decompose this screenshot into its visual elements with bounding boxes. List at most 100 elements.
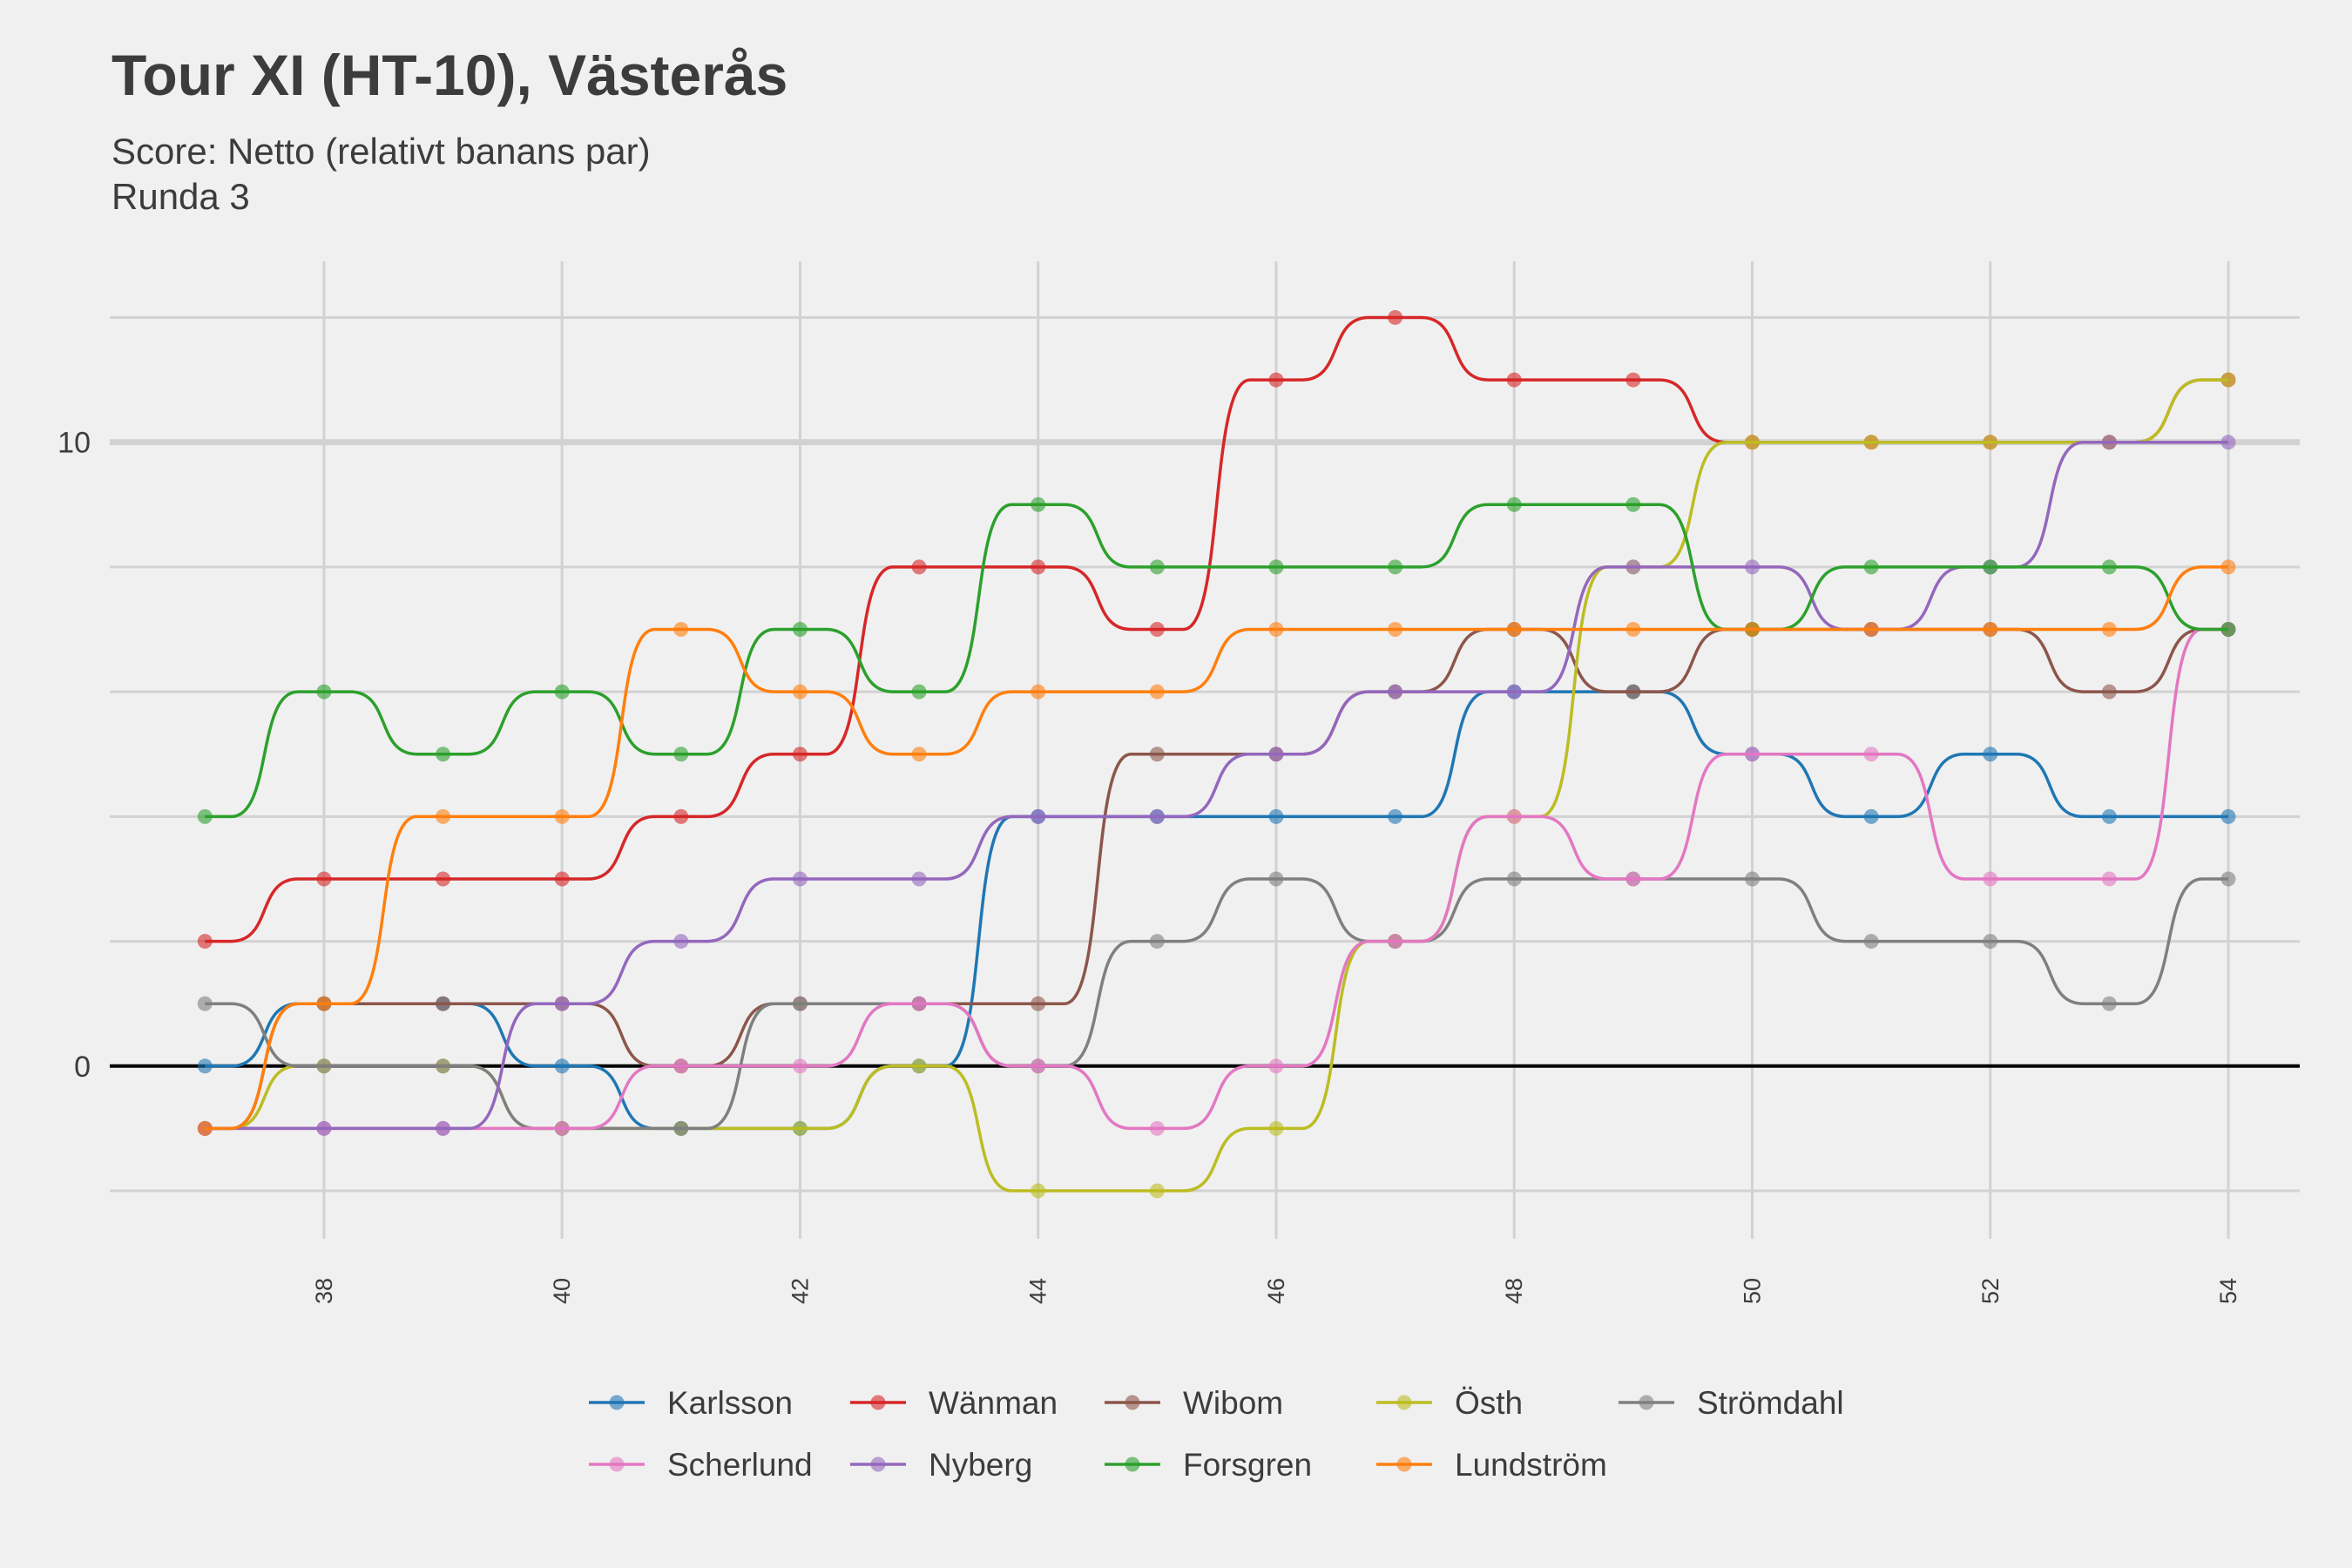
data-point	[673, 934, 689, 950]
axis-tick-labels: 38 40 42 44 46 48 50 52 54 0 10	[57, 427, 2241, 1304]
data-point	[1149, 808, 1165, 824]
data-point	[554, 871, 570, 887]
data-point	[1506, 372, 1522, 388]
y-tick-label: 10	[57, 427, 91, 460]
data-point	[792, 684, 808, 700]
data-point	[197, 1058, 213, 1074]
legend-item-lundström: Lundström	[1376, 1447, 1607, 1483]
legend-item-forsgren: Forsgren	[1105, 1447, 1312, 1483]
data-point	[197, 996, 213, 1011]
legend-key-point	[1639, 1395, 1654, 1410]
data-point	[436, 1058, 451, 1074]
legend-item-karlsson: Karlsson	[589, 1385, 793, 1421]
data-point	[554, 808, 570, 824]
legend-key-point	[1396, 1456, 1412, 1472]
series-line-lundström	[205, 565, 2228, 1131]
data-point	[1268, 1058, 1284, 1074]
data-point	[1745, 871, 1760, 887]
data-point	[1031, 1183, 1046, 1199]
legend-label: Strömdahl	[1697, 1385, 1844, 1421]
data-point	[554, 996, 570, 1011]
series-line-karlsson	[205, 690, 2228, 1131]
x-tick-label: 38	[311, 1278, 337, 1304]
data-point	[1149, 684, 1165, 700]
data-point	[673, 1120, 689, 1136]
series-line-scherlund	[205, 627, 2228, 1131]
legend-key-point	[609, 1395, 625, 1410]
data-point	[673, 1058, 689, 1074]
data-point	[792, 871, 808, 887]
data-point	[792, 1120, 808, 1136]
legend-item-scherlund: Scherlund	[589, 1447, 813, 1483]
data-point	[1031, 497, 1046, 512]
data-point	[1625, 684, 1641, 700]
legend: Karlsson Wänman Wibom Östh Strömdahl Scherlun…	[589, 1385, 1844, 1483]
data-point	[673, 747, 689, 762]
data-point	[1031, 559, 1046, 575]
x-tick-label: 50	[1740, 1278, 1766, 1304]
legend-item-wänman: Wänman	[850, 1385, 1058, 1421]
data-point	[1268, 559, 1284, 575]
x-tick-label: 40	[549, 1278, 575, 1304]
legend-key-point	[609, 1456, 625, 1472]
data-point	[1268, 1120, 1284, 1136]
legend-key-point	[1396, 1395, 1412, 1410]
data-point	[911, 1058, 927, 1074]
x-tick-label: 48	[1501, 1278, 1527, 1304]
data-point	[316, 1120, 332, 1136]
data-point	[2220, 871, 2236, 887]
legend-item-nyberg: Nyberg	[850, 1447, 1032, 1483]
data-point	[1506, 622, 1522, 638]
data-point	[1506, 871, 1522, 887]
data-point	[554, 1058, 570, 1074]
subtitle-line-score: Score: Netto (relativt banans par)	[112, 131, 651, 172]
data-point	[1506, 808, 1522, 824]
data-point	[1149, 1183, 1165, 1199]
data-point	[1863, 622, 1879, 638]
series-lines	[197, 309, 2236, 1199]
data-point	[436, 1120, 451, 1136]
data-point	[1149, 622, 1165, 638]
data-point	[316, 684, 332, 700]
legend-label: Karlsson	[667, 1385, 793, 1421]
legend-label: Wänman	[929, 1385, 1058, 1421]
data-point	[911, 559, 927, 575]
data-point	[1983, 934, 1998, 950]
legend-item-östh: Östh	[1376, 1385, 1523, 1421]
data-point	[1388, 684, 1403, 700]
data-point	[1268, 372, 1284, 388]
data-point	[2101, 808, 2117, 824]
series-line-forsgren	[205, 503, 2228, 819]
data-point	[2101, 435, 2117, 450]
legend-key-point	[1125, 1456, 1140, 1472]
data-point	[1268, 622, 1284, 638]
data-point	[2101, 559, 2117, 575]
data-point	[2101, 996, 2117, 1011]
data-point	[1506, 497, 1522, 512]
data-point	[1983, 435, 1998, 450]
data-point	[1983, 747, 1998, 762]
legend-label: Scherlund	[667, 1447, 813, 1483]
data-point	[2101, 622, 2117, 638]
data-point	[2220, 435, 2236, 450]
data-point	[673, 622, 689, 638]
x-tick-label: 46	[1263, 1278, 1289, 1304]
data-point	[1268, 747, 1284, 762]
legend-key-point	[870, 1395, 886, 1410]
data-point	[1745, 622, 1760, 638]
x-tick-label: 54	[2215, 1278, 2241, 1304]
data-point	[1388, 559, 1403, 575]
data-point	[2101, 871, 2117, 887]
data-point	[1863, 808, 1879, 824]
data-point	[1625, 622, 1641, 638]
data-point	[1388, 309, 1403, 325]
data-point	[197, 1120, 213, 1136]
legend-label: Forsgren	[1183, 1447, 1312, 1483]
data-point	[792, 622, 808, 638]
data-point	[911, 996, 927, 1011]
data-point	[792, 996, 808, 1011]
legend-item-strömdahl: Strömdahl	[1619, 1385, 1844, 1421]
data-point	[2220, 559, 2236, 575]
data-point	[316, 996, 332, 1011]
